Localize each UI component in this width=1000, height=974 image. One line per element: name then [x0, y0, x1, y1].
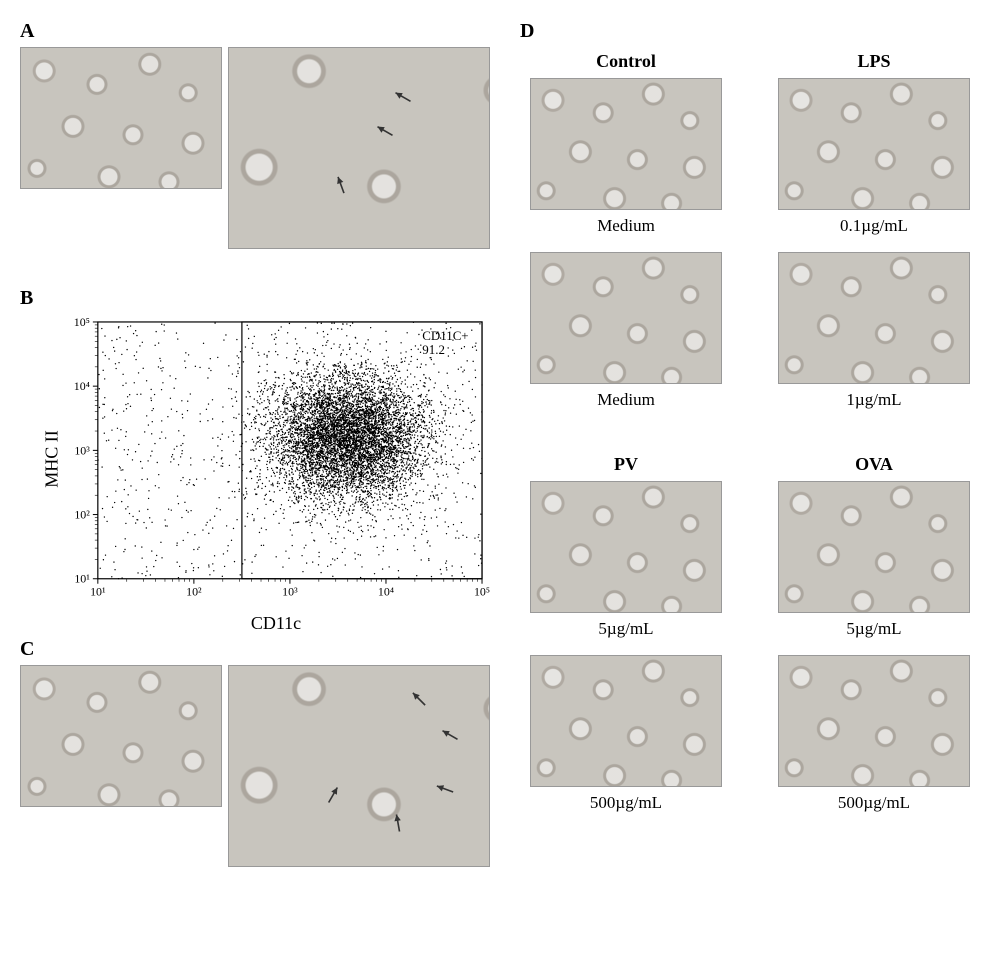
panel-d-caption: 500µg/mL	[590, 793, 662, 813]
svg-text:10⁵: 10⁵	[474, 585, 490, 599]
arrow-icon	[432, 717, 468, 753]
panel-d-caption: 5µg/mL	[598, 619, 653, 639]
panel-d-micrograph	[778, 481, 970, 613]
svg-text:10²: 10²	[186, 585, 202, 599]
panel-b: B MHC II CD11c 10¹10¹10²10²10³10³10⁴10⁴1…	[20, 287, 490, 604]
svg-text:10³: 10³	[282, 585, 298, 599]
panel-label-b: B	[20, 287, 490, 310]
svg-text:CD11C+: CD11C+	[422, 328, 468, 343]
panel-d-header: Control	[596, 51, 656, 72]
panel-a-images	[20, 47, 490, 249]
svg-text:91.2: 91.2	[422, 342, 445, 357]
arrow-icon	[400, 681, 437, 718]
svg-text:10²: 10²	[74, 508, 90, 522]
svg-text:10³: 10³	[74, 443, 90, 457]
panel-d-micrograph	[530, 78, 722, 210]
panel-d-micrograph	[530, 252, 722, 384]
panel-d-caption: Medium	[597, 390, 655, 410]
panel-d-grid: Control LPS Medium 0.1µg/mL Medium 1µg/m…	[520, 47, 980, 823]
panel-label-a: A	[20, 20, 490, 43]
panel-d-caption: 5µg/mL	[846, 619, 901, 639]
panel-d-header: OVA	[855, 454, 893, 475]
panel-d-caption: 0.1µg/mL	[840, 216, 908, 236]
panel-a-micrograph-high-mag	[228, 47, 490, 249]
flow-y-axis-label: MHC II	[42, 430, 63, 488]
right-column: D Control LPS Medium 0.1µg/mL Medium 1µg…	[520, 20, 980, 867]
panel-c: C	[20, 638, 490, 867]
svg-text:10¹: 10¹	[74, 572, 90, 586]
panel-d-header: PV	[614, 454, 638, 475]
flow-scatter-svg: 10¹10¹ 10² 10² 10³ 10³ 10⁴ 10⁴ 10⁵ 10⁵ CD11C+91.2	[62, 314, 490, 603]
panel-d-caption: Medium	[597, 216, 655, 236]
panel-c-micrograph-high-mag	[228, 665, 490, 867]
figure-root: A B MHC II CD11c 10¹10¹10²10²10³10	[20, 20, 980, 867]
panel-d-micrograph	[778, 655, 970, 787]
panel-label-c: C	[20, 638, 490, 661]
panel-d-micrograph	[530, 481, 722, 613]
flow-cytometry-plot: MHC II CD11c 10¹10¹10²10²10³10³10⁴10⁴10⁵…	[62, 314, 490, 604]
panel-d-caption: 500µg/mL	[838, 793, 910, 813]
flow-x-axis-label: CD11c	[251, 613, 301, 634]
arrow-icon	[324, 168, 357, 201]
arrow-icon	[367, 113, 403, 149]
arrow-icon	[315, 777, 351, 813]
svg-text:10⁴: 10⁴	[74, 379, 90, 393]
panel-d-micrograph	[778, 78, 970, 210]
panel-d-micrograph	[530, 655, 722, 787]
panel-d-caption: 1µg/mL	[846, 390, 901, 410]
svg-text:10⁵: 10⁵	[74, 315, 90, 329]
panel-d-header: LPS	[857, 51, 890, 72]
panel-c-micrograph-low-mag	[20, 665, 222, 807]
svg-text:10⁴: 10⁴	[378, 585, 394, 599]
panel-label-d: D	[520, 20, 980, 43]
svg-text:10¹: 10¹	[90, 585, 106, 599]
arrow-icon	[428, 772, 461, 805]
arrow-icon	[383, 808, 413, 838]
panel-d-micrograph	[778, 252, 970, 384]
arrow-icon	[385, 79, 421, 115]
panel-c-images	[20, 665, 490, 867]
left-column: A B MHC II CD11c 10¹10¹10²10²10³10	[20, 20, 490, 867]
panel-a-micrograph-low-mag	[20, 47, 222, 189]
